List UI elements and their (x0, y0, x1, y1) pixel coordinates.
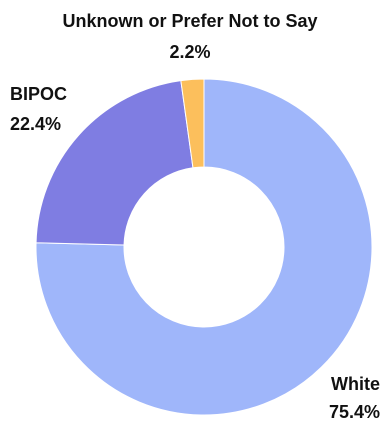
label-bipoc-name: BIPOC (10, 84, 67, 104)
donut-slices (35, 78, 373, 416)
label-unknown-value: 2.2% (169, 42, 210, 62)
slice-bipoc (35, 80, 194, 246)
label-white-name: White (331, 374, 380, 394)
slice-white (35, 78, 373, 416)
label-unknown-name: Unknown or Prefer Not to Say (62, 11, 317, 31)
label-white-value: 75.4% (329, 402, 380, 422)
slice-unknown-or-prefer-not-to-say (180, 78, 205, 169)
label-bipoc-value: 22.4% (10, 114, 61, 134)
